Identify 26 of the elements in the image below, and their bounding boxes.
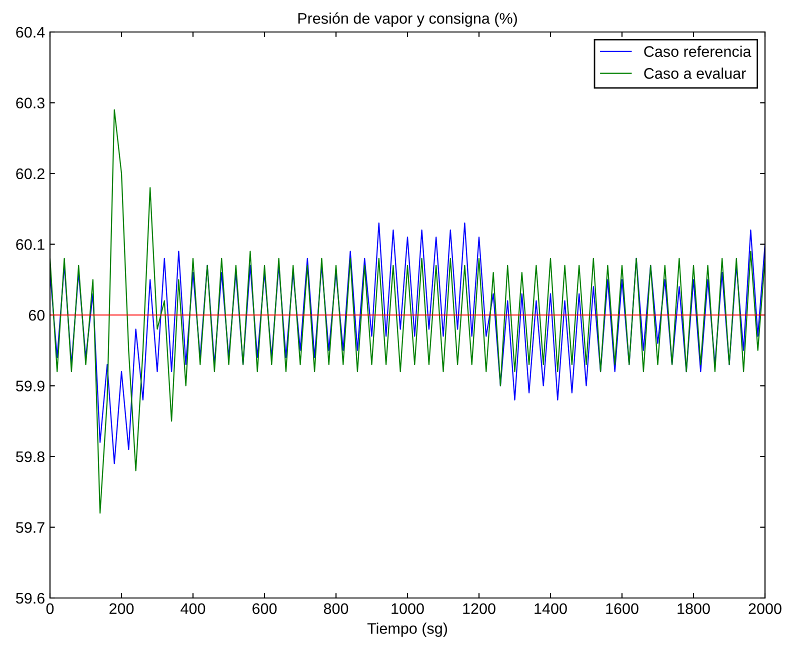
y-tick-label: 59.7: [16, 522, 44, 533]
x-tick-label: 600: [252, 603, 277, 614]
x-tick-label: 1000: [392, 603, 424, 614]
chart-title: Presión de vapor y consigna (%): [298, 12, 517, 27]
line-series: [50, 222, 765, 464]
x-tick-label: 0: [46, 603, 54, 614]
y-tick-label: 60.3: [16, 98, 44, 108]
x-tick-label: 1600: [606, 603, 638, 614]
legend-label: Caso a evaluar: [644, 68, 746, 79]
legend-label: Caso referencia: [644, 46, 752, 57]
y-tick-label: 60: [28, 310, 45, 321]
line-series: [50, 109, 765, 514]
x-tick-label: 400: [180, 603, 206, 614]
x-axis-title: Tiempo (sg): [367, 622, 448, 637]
x-tick-label: 2000: [748, 603, 782, 614]
x-tick-label: 200: [110, 603, 134, 614]
x-tick-label: 1800: [678, 603, 710, 614]
y-tick-label: 59.6: [16, 592, 44, 604]
x-tick-label: 800: [324, 603, 348, 614]
y-tick-label: 60.1: [16, 239, 44, 250]
y-tick-label: 60.2: [16, 168, 44, 180]
x-tick-label: 1400: [534, 603, 567, 614]
y-tick-label: 60.4: [16, 26, 45, 38]
y-tick-label: 59.9: [16, 380, 44, 392]
x-tick-label: 1200: [463, 603, 496, 614]
y-tick-label: 59.8: [16, 451, 44, 462]
